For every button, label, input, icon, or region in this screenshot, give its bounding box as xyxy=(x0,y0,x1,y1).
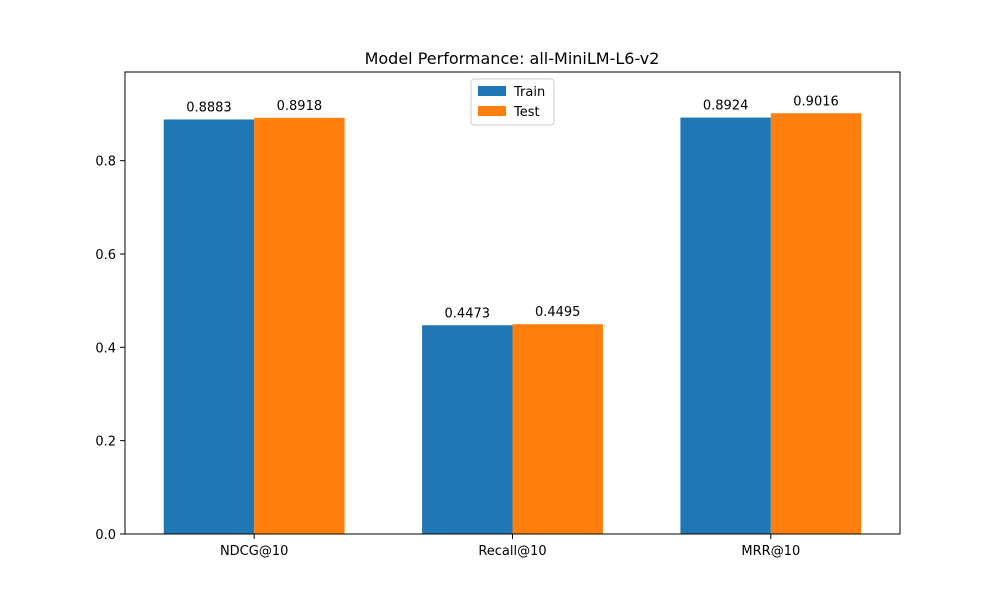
data-label: 0.4495 xyxy=(535,305,581,320)
y-tick-label: 0.0 xyxy=(95,528,116,543)
bar-test-mrr-10 xyxy=(770,113,862,535)
data-label: 0.9016 xyxy=(793,94,839,109)
y-tick-label: 0.2 xyxy=(95,435,116,450)
legend-swatch-train xyxy=(478,86,506,96)
y-tick-label: 0.6 xyxy=(95,248,116,263)
x-tick-label: Recall@10 xyxy=(478,544,546,559)
data-label: 0.8918 xyxy=(277,99,323,114)
chart-title: Model Performance: all-MiniLM-L6-v2 xyxy=(365,49,660,68)
x-tick-label: NDCG@10 xyxy=(220,544,288,559)
data-label: 0.4473 xyxy=(445,306,491,321)
y-tick-label: 0.4 xyxy=(95,341,116,356)
bar-test-recall-10 xyxy=(512,324,603,534)
legend-swatch-test xyxy=(478,106,506,116)
bar-train-ndcg-10 xyxy=(163,119,255,535)
legend-label-train: Train xyxy=(513,85,545,100)
data-label: 0.8924 xyxy=(703,99,749,114)
plot-area: 0.8883 0.8918 NDCG@10 0.4473 0.4495 Recall@10… xyxy=(95,71,901,559)
bar-test-ndcg-10 xyxy=(254,117,345,535)
axes-frame xyxy=(124,71,901,535)
legend: Train Test xyxy=(470,78,555,126)
x-tick-label: MRR@10 xyxy=(741,544,800,559)
legend-label-test: Test xyxy=(513,105,540,120)
y-tick-label: 0.8 xyxy=(95,155,116,170)
data-label: 0.8883 xyxy=(186,100,232,115)
bar-train-mrr-10 xyxy=(680,117,771,535)
bar-train-recall-10 xyxy=(422,325,513,534)
